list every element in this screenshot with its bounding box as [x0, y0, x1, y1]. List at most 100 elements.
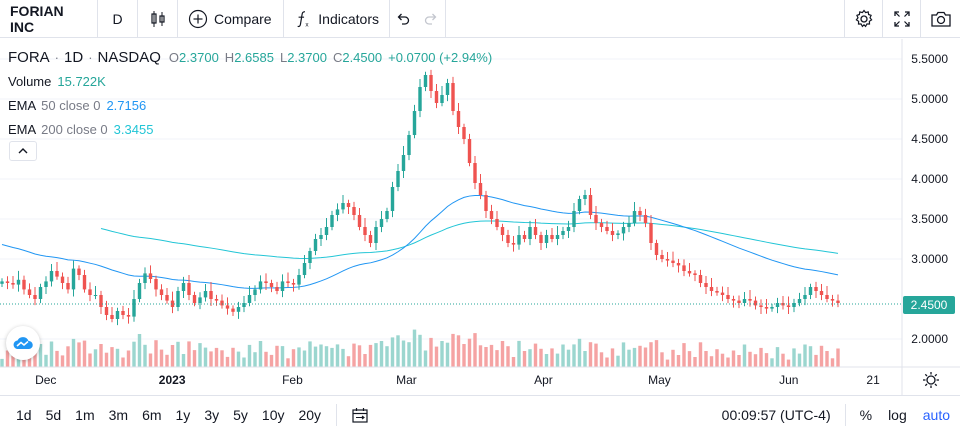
- date-range-button[interactable]: [345, 406, 375, 424]
- price-chart[interactable]: [0, 39, 960, 396]
- ema200-params: 200 close 0: [41, 121, 108, 137]
- separator: [844, 404, 846, 426]
- volume-bar: [814, 354, 818, 367]
- volume-bar: [836, 348, 840, 367]
- candle-body: [792, 303, 796, 307]
- volume-bar: [616, 355, 620, 367]
- range-button-5y[interactable]: 5y: [233, 406, 248, 423]
- range-button-1d[interactable]: 1d: [16, 406, 32, 423]
- clock-time[interactable]: 00:09:57 (UTC-4): [721, 407, 831, 423]
- candle-body: [808, 287, 813, 295]
- volume-bar: [374, 343, 378, 367]
- volume-bar: [115, 348, 120, 367]
- fullscreen-button[interactable]: [882, 0, 920, 38]
- volume-bar: [159, 349, 164, 367]
- range-button-5d[interactable]: 5d: [45, 406, 62, 423]
- indicators-button[interactable]: x Indicators: [284, 0, 390, 38]
- settings-button[interactable]: [844, 0, 882, 38]
- range-button-20y[interactable]: 20y: [298, 406, 322, 423]
- redo-button[interactable]: [416, 0, 446, 38]
- volume-bar: [753, 354, 758, 367]
- candle-body: [429, 75, 433, 91]
- volume-bar: [121, 357, 125, 367]
- chart-type-button[interactable]: [138, 0, 178, 38]
- candle-body: [209, 291, 213, 299]
- volume-bar: [709, 356, 714, 367]
- time-axis-settings-button[interactable]: [922, 371, 940, 389]
- candle-body: [44, 281, 48, 287]
- range-button-1m[interactable]: 1m: [75, 406, 95, 423]
- percent-toggle[interactable]: %: [859, 407, 873, 423]
- log-toggle[interactable]: log: [888, 407, 907, 423]
- volume-bar: [621, 342, 626, 367]
- ema50-label: EMA: [8, 97, 37, 113]
- volume-bar: [561, 344, 565, 367]
- volume-bar: [566, 349, 571, 367]
- candle-body: [720, 292, 725, 295]
- range-button-3y[interactable]: 3y: [204, 406, 220, 423]
- volume-bar: [605, 357, 609, 367]
- volume-bar: [434, 346, 439, 367]
- legend-collapse-button[interactable]: [9, 141, 37, 161]
- symbol-search[interactable]: FORIAN INC: [0, 0, 98, 38]
- undo-button[interactable]: [390, 0, 416, 38]
- interval-label: D: [112, 10, 123, 27]
- candle-body: [236, 307, 241, 312]
- volume-bar: [797, 353, 802, 367]
- candle-body: [165, 295, 169, 301]
- volume-bar: [187, 341, 191, 367]
- volume-bar: [462, 344, 466, 367]
- volume-bar: [792, 348, 796, 367]
- range-button-10y[interactable]: 10y: [261, 406, 285, 423]
- interval-button[interactable]: D: [98, 0, 138, 38]
- volume-bar: [236, 351, 241, 367]
- candle-body: [638, 211, 642, 215]
- candle-body: [407, 135, 411, 155]
- volume-bar: [49, 341, 54, 367]
- volume-value: 15.722K: [57, 73, 106, 89]
- tradingview-logo-badge[interactable]: [6, 326, 40, 360]
- volume-bar: [132, 341, 136, 367]
- candle-body: [473, 163, 477, 183]
- candle-body: [786, 305, 791, 307]
- volume-bar: [407, 342, 411, 367]
- chart-legend: FORA · 1D · NASDAQ O 2.3700 H 2.6585 L 2…: [8, 48, 493, 137]
- volume-bar: [770, 358, 774, 367]
- ema50-line: [1, 195, 839, 289]
- candle-body: [319, 235, 323, 239]
- volume-bar: [258, 341, 263, 367]
- volume-bar: [71, 338, 76, 367]
- volume-bar: [825, 351, 829, 367]
- volume-bar: [632, 347, 637, 367]
- volume-bar: [665, 359, 670, 367]
- volume-bar: [599, 352, 604, 367]
- legend-interval: 1D: [64, 48, 84, 66]
- candle-body: [357, 215, 362, 227]
- volume-bar: [643, 347, 648, 367]
- volume-bar: [440, 341, 444, 367]
- screenshot-button[interactable]: [920, 0, 960, 38]
- range-button-3m[interactable]: 3m: [108, 406, 129, 423]
- volume-bar: [11, 355, 15, 367]
- range-button-1y[interactable]: 1y: [175, 406, 191, 423]
- candle-body: [682, 265, 686, 271]
- candle-body: [88, 289, 92, 295]
- candle-body: [313, 239, 318, 251]
- ema200-label: EMA: [8, 121, 37, 137]
- last-price-tag: 2.4500: [903, 296, 955, 314]
- candle-body: [577, 199, 582, 211]
- volume-bar: [715, 349, 719, 367]
- candle-body: [814, 287, 818, 291]
- volume-bar: [341, 348, 345, 367]
- high-value: 2.6585: [234, 49, 274, 65]
- indicators-label: Indicators: [318, 10, 379, 27]
- range-button-6m[interactable]: 6m: [142, 406, 162, 423]
- auto-toggle[interactable]: auto: [922, 407, 950, 423]
- volume-bar: [363, 354, 367, 367]
- compare-button[interactable]: Compare: [178, 0, 284, 38]
- candle-body: [368, 235, 373, 243]
- candle-body: [187, 283, 191, 295]
- candle-body: [456, 111, 461, 127]
- candle-body: [308, 251, 312, 263]
- volume-bar: [148, 353, 153, 367]
